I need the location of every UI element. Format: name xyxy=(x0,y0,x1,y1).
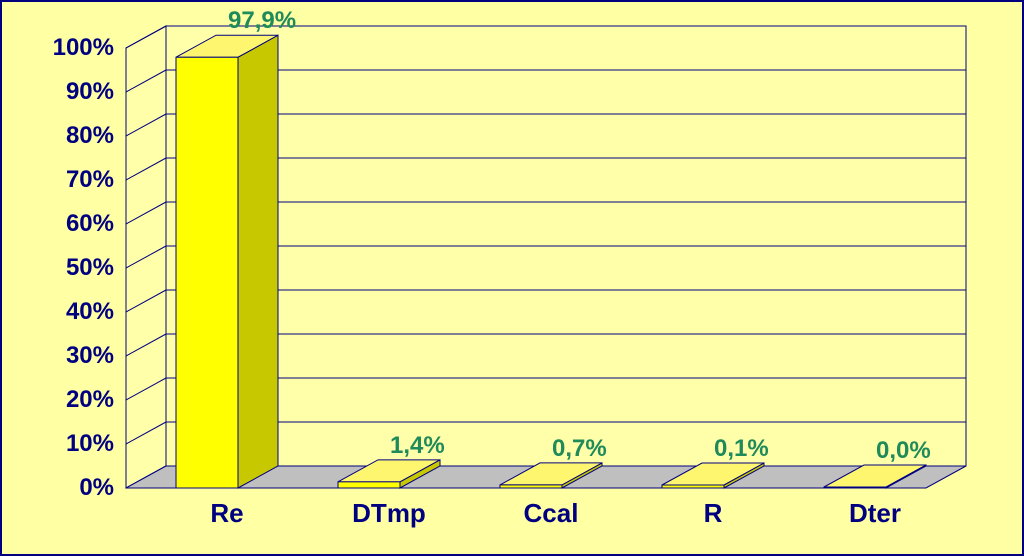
y-tick-label: 20% xyxy=(2,386,114,414)
y-tick-label: 50% xyxy=(2,254,114,282)
x-category-label: R xyxy=(642,498,784,529)
y-tick-label: 40% xyxy=(2,298,114,326)
y-tick-label: 0% xyxy=(2,474,114,502)
x-category-label: Ccal xyxy=(480,498,622,529)
y-tick-label: 100% xyxy=(2,34,114,62)
y-tick-label: 90% xyxy=(2,78,114,106)
value-label: 0,7% xyxy=(552,435,607,463)
y-tick-label: 70% xyxy=(2,166,114,194)
value-label: 0,1% xyxy=(714,435,769,463)
y-tick-label: 10% xyxy=(2,430,114,458)
chart-container: 0% 10% 20% 30% 40% 50% 60% 70% 80% 90% 100% 97,9% Re… xyxy=(0,0,1024,556)
value-label: 0,0% xyxy=(876,437,931,465)
x-category-label: Re xyxy=(156,498,298,529)
y-tick-label: 60% xyxy=(2,210,114,238)
bar-chart xyxy=(2,2,1024,556)
x-category-label: Dter xyxy=(804,498,946,529)
x-category-label: DTmp xyxy=(318,498,460,529)
y-tick-label: 30% xyxy=(2,342,114,370)
value-label: 97,9% xyxy=(228,7,296,35)
value-label: 1,4% xyxy=(390,432,445,460)
y-tick-label: 80% xyxy=(2,122,114,150)
